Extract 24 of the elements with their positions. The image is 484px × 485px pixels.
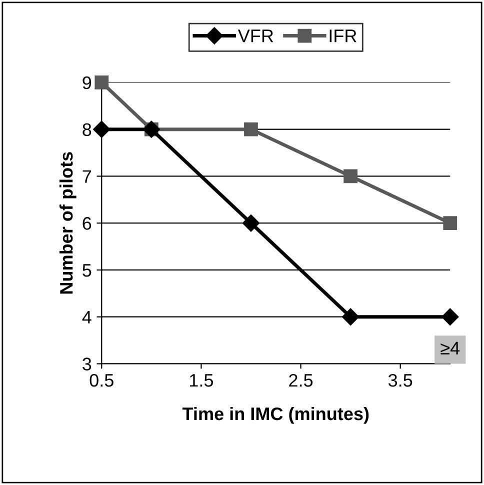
y-tick-label: 9 — [82, 76, 92, 90]
y-tick-label: 3 — [82, 358, 92, 370]
x-tick-label: 2.5 — [289, 374, 313, 387]
point — [443, 216, 458, 230]
point — [242, 214, 260, 232]
y-axis-title: Number of pilots — [59, 152, 76, 294]
point — [442, 308, 459, 326]
y-tick-label: 7 — [82, 170, 92, 183]
y-tick-label: 8 — [82, 123, 92, 136]
x-tick-label: 1.5 — [190, 374, 213, 387]
point — [93, 120, 110, 138]
x-axis-title: Time in IMC (minutes) — [182, 406, 369, 424]
y-tick-label: 5 — [82, 264, 92, 277]
point — [244, 122, 258, 136]
x-tick-label: 3.5 — [388, 374, 412, 387]
y-tick-label: 4 — [82, 310, 92, 324]
y-tick-label: 6 — [82, 217, 92, 230]
annotation: ≥4 — [440, 342, 460, 354]
point — [94, 76, 109, 90]
point — [344, 169, 358, 184]
legend-label: VFR — [238, 30, 274, 42]
legend-label: IFR — [330, 30, 356, 42]
point — [342, 308, 360, 326]
x-tick-label: 0.5 — [90, 374, 114, 387]
